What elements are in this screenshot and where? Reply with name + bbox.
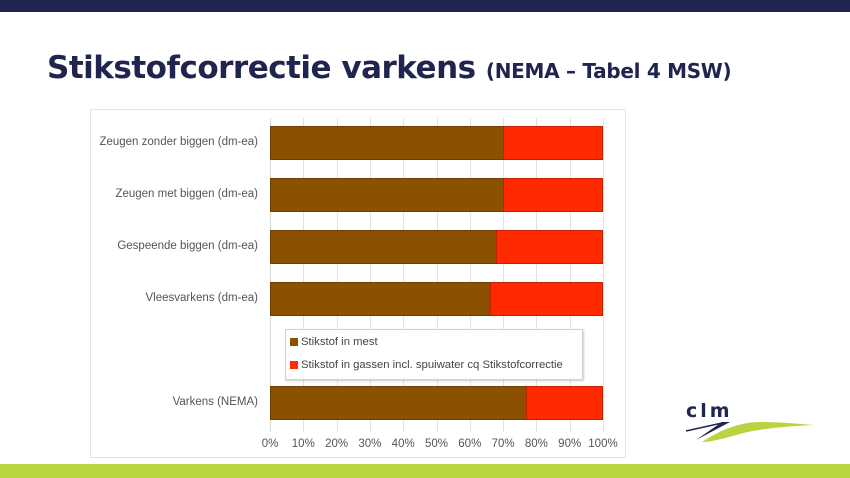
bar-segment-gas bbox=[526, 386, 603, 420]
gridline bbox=[336, 118, 338, 432]
x-tick-label: 50% bbox=[424, 438, 449, 450]
plot-area bbox=[270, 118, 604, 432]
category-label: Gespeende biggen (dm-ea) bbox=[117, 240, 258, 252]
gridline bbox=[536, 118, 538, 432]
legend-swatch-mest bbox=[290, 338, 298, 346]
x-tick-label: 100% bbox=[588, 438, 618, 450]
logo-swoosh-icon bbox=[685, 422, 814, 442]
bar-segment-mest bbox=[270, 282, 490, 316]
legend-item-mest: Stikstof in mest bbox=[290, 336, 378, 348]
bar-segment-gas bbox=[489, 282, 603, 316]
legend-label-gassen: Stikstof in gassen incl. spuiwater cq St… bbox=[301, 359, 563, 371]
gridline bbox=[403, 118, 405, 432]
category-label: Zeugen met biggen (dm-ea) bbox=[115, 188, 258, 200]
bar-segment-mest bbox=[270, 178, 504, 212]
x-tick-label: 70% bbox=[491, 438, 515, 450]
x-tick-label: 30% bbox=[358, 438, 382, 450]
legend-swatch-gassen bbox=[290, 361, 298, 369]
x-tick-label: 10% bbox=[291, 438, 315, 450]
footer-bar bbox=[0, 464, 850, 478]
gridline bbox=[569, 118, 571, 432]
x-tick-label: 0% bbox=[261, 438, 279, 450]
bar-segment-mest bbox=[270, 230, 497, 264]
bar-segment-gas bbox=[503, 126, 603, 160]
x-tick-label: 60% bbox=[458, 438, 482, 450]
bar-row bbox=[270, 230, 603, 264]
gridline bbox=[469, 118, 471, 432]
category-label: Zeugen zonder biggen (dm-ea) bbox=[99, 136, 258, 148]
top-bar bbox=[0, 0, 850, 12]
category-label: Varkens (NEMA) bbox=[172, 396, 258, 408]
gridline bbox=[603, 118, 604, 432]
x-tick-label: 40% bbox=[391, 438, 415, 450]
category-label: Vleesvarkens (dm-ea) bbox=[145, 292, 258, 304]
legend-label-mest: Stikstof in mest bbox=[301, 336, 378, 348]
logo-text: clm bbox=[686, 400, 733, 422]
bar-segment-gas bbox=[503, 178, 603, 212]
x-tick-label: 20% bbox=[325, 438, 349, 450]
x-tick-label: 80% bbox=[524, 438, 548, 450]
bar-segment-gas bbox=[496, 230, 603, 264]
gridline bbox=[503, 118, 505, 432]
bar-row bbox=[270, 282, 603, 316]
bar-segment-mest bbox=[270, 386, 527, 420]
gridline bbox=[369, 118, 371, 432]
bar-row bbox=[270, 386, 603, 420]
title-sub: (NEMA – Tabel 4 MSW) bbox=[485, 59, 732, 83]
gridline bbox=[303, 118, 305, 432]
x-tick-label: 90% bbox=[558, 438, 582, 450]
y-axis-line bbox=[270, 118, 271, 432]
title-main: Stikstofcorrectie varkens bbox=[47, 50, 476, 86]
chart-legend: Stikstof in mest Stikstof in gassen incl… bbox=[285, 329, 583, 380]
clm-logo: clm bbox=[680, 400, 820, 445]
bar-row bbox=[270, 178, 603, 212]
legend-item-gassen: Stikstof in gassen incl. spuiwater cq St… bbox=[290, 359, 563, 371]
gridline bbox=[436, 118, 438, 432]
slide-title: Stikstofcorrectie varkens (NEMA – Tabel … bbox=[47, 50, 732, 86]
bar-row bbox=[270, 126, 603, 160]
bar-segment-mest bbox=[270, 126, 504, 160]
